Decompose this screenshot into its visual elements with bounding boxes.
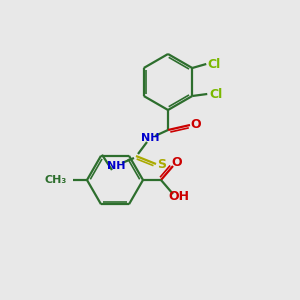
Text: NH: NH [107,161,125,171]
Text: Cl: Cl [208,58,221,70]
Text: S: S [158,158,166,170]
Text: OH: OH [169,190,190,203]
Text: NH: NH [141,133,159,143]
Text: O: O [172,157,182,169]
Text: O: O [191,118,201,131]
Text: Cl: Cl [210,88,223,100]
Text: CH₃: CH₃ [45,175,67,185]
